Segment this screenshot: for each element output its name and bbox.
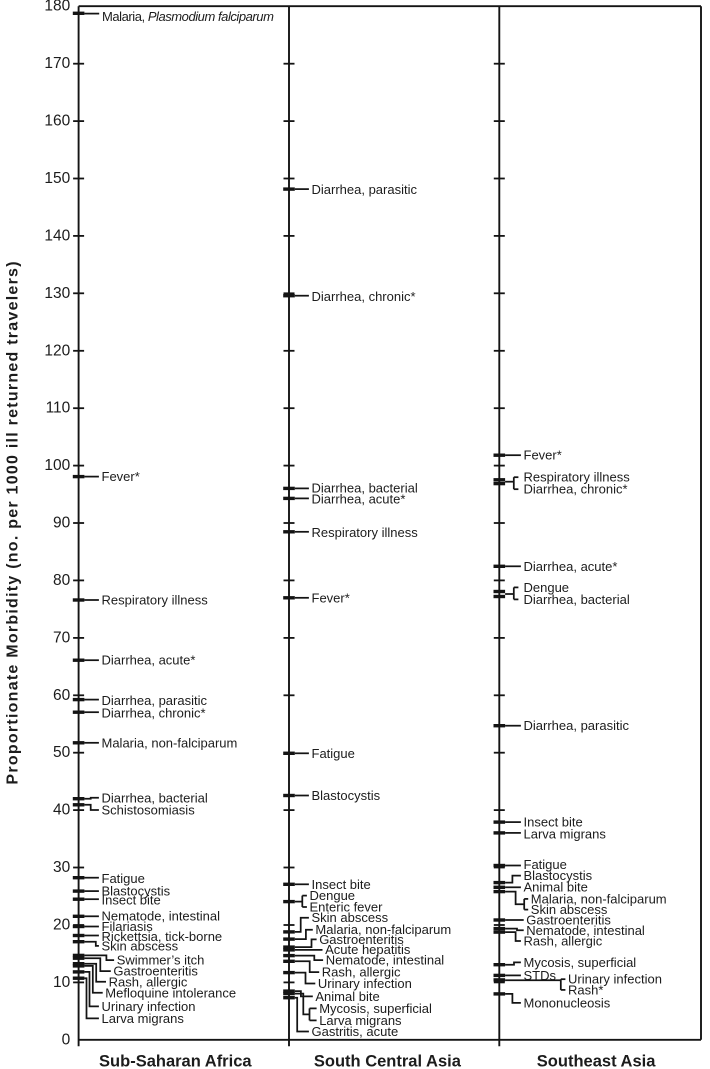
svg-text:Rash*: Rash* bbox=[568, 982, 603, 997]
svg-text:10: 10 bbox=[53, 974, 71, 991]
svg-text:Diarrhea, bacterial: Diarrhea, bacterial bbox=[102, 790, 208, 805]
svg-text:30: 30 bbox=[53, 859, 71, 876]
svg-text:Malaria, Plasmodium falciparum: Malaria, Plasmodium falciparum bbox=[102, 8, 274, 23]
svg-text:90: 90 bbox=[53, 515, 71, 532]
svg-text:Gastroenteritis: Gastroenteritis bbox=[113, 964, 198, 979]
svg-text:Schistosomiasis: Schistosomiasis bbox=[102, 803, 196, 818]
svg-text:Gastritis, acute: Gastritis, acute bbox=[312, 1024, 399, 1039]
svg-text:160: 160 bbox=[44, 113, 70, 130]
svg-text:Mycosis, superficial: Mycosis, superficial bbox=[319, 1001, 432, 1016]
svg-text:Proportionate Morbidity (no. p: Proportionate Morbidity (no. per 1000 il… bbox=[4, 260, 21, 784]
svg-text:Diarrhea, chronic*: Diarrhea, chronic* bbox=[102, 705, 206, 720]
svg-text:110: 110 bbox=[46, 400, 71, 417]
svg-text:Blastocystis: Blastocystis bbox=[102, 884, 171, 899]
svg-text:Sub-Saharan Africa: Sub-Saharan Africa bbox=[99, 1053, 252, 1069]
svg-text:Diarrhea, parasitic: Diarrhea, parasitic bbox=[524, 718, 630, 733]
svg-text:Rickettsia, tick-borne: Rickettsia, tick-borne bbox=[102, 929, 223, 944]
svg-text:STDs: STDs bbox=[524, 968, 557, 983]
svg-text:Fatigue: Fatigue bbox=[524, 857, 567, 872]
svg-text:Urinary infection: Urinary infection bbox=[318, 976, 412, 991]
svg-text:100: 100 bbox=[44, 457, 70, 474]
svg-text:70: 70 bbox=[53, 629, 71, 646]
svg-text:0: 0 bbox=[62, 1031, 71, 1048]
svg-text:Insect bite: Insect bite bbox=[102, 893, 161, 908]
svg-text:50: 50 bbox=[53, 744, 71, 761]
svg-text:Diarrhea, acute*: Diarrhea, acute* bbox=[102, 653, 196, 668]
svg-text:Malaria, non-falciparum: Malaria, non-falciparum bbox=[102, 735, 238, 750]
svg-text:Nematode, intestinal: Nematode, intestinal bbox=[326, 953, 445, 968]
svg-text:Blastocystis: Blastocystis bbox=[312, 788, 381, 803]
svg-text:Larva migrans: Larva migrans bbox=[319, 1013, 402, 1028]
svg-text:Diarrhea, parasitic: Diarrhea, parasitic bbox=[312, 182, 418, 197]
svg-text:Skin abscess: Skin abscess bbox=[102, 938, 179, 953]
svg-text:Rash, allergic: Rash, allergic bbox=[524, 934, 603, 949]
svg-text:Blastocystis: Blastocystis bbox=[524, 868, 593, 883]
svg-text:Malaria, non-falciparum: Malaria, non-falciparum bbox=[315, 922, 451, 937]
svg-text:Diarrhea, chronic*: Diarrhea, chronic* bbox=[312, 289, 416, 304]
svg-text:Fever*: Fever* bbox=[312, 590, 350, 605]
svg-text:Diarrhea, bacterial: Diarrhea, bacterial bbox=[312, 480, 418, 495]
svg-text:Dengue: Dengue bbox=[310, 888, 356, 903]
svg-text:Rash, allergic: Rash, allergic bbox=[322, 965, 401, 980]
svg-text:Diarrhea, acute*: Diarrhea, acute* bbox=[312, 492, 406, 507]
svg-text:20: 20 bbox=[53, 917, 71, 934]
svg-text:Acute hepatitis: Acute hepatitis bbox=[325, 942, 411, 957]
svg-text:Dengue: Dengue bbox=[524, 580, 570, 595]
svg-text:Larva migrans: Larva migrans bbox=[524, 826, 607, 841]
svg-text:Nematode, intestinal: Nematode, intestinal bbox=[526, 923, 645, 938]
svg-text:120: 120 bbox=[44, 342, 70, 359]
svg-text:Gastroenteritis: Gastroenteritis bbox=[526, 912, 611, 927]
svg-text:Respiratory illness: Respiratory illness bbox=[102, 593, 209, 608]
svg-text:South Central Asia: South Central Asia bbox=[314, 1053, 462, 1069]
svg-text:Diarrhea, acute*: Diarrhea, acute* bbox=[524, 559, 618, 574]
svg-text:Skin abscess: Skin abscess bbox=[531, 902, 608, 917]
svg-text:Filariasis: Filariasis bbox=[102, 919, 154, 934]
svg-text:Mycosis, superficial: Mycosis, superficial bbox=[524, 955, 637, 970]
svg-text:Fever*: Fever* bbox=[102, 469, 140, 484]
svg-text:Gastroenteritis: Gastroenteritis bbox=[319, 932, 404, 947]
svg-text:Fever*: Fever* bbox=[524, 448, 562, 463]
svg-text:60: 60 bbox=[53, 687, 71, 704]
svg-text:170: 170 bbox=[44, 55, 70, 72]
svg-text:140: 140 bbox=[44, 227, 70, 244]
svg-text:Skin abscess: Skin abscess bbox=[312, 910, 389, 925]
svg-text:40: 40 bbox=[53, 802, 71, 819]
svg-text:Rash, allergic: Rash, allergic bbox=[109, 974, 188, 989]
svg-text:Urinary infection: Urinary infection bbox=[102, 999, 196, 1014]
svg-text:Enteric fever: Enteric fever bbox=[310, 900, 384, 915]
svg-text:Swimmer’s itch: Swimmer’s itch bbox=[117, 953, 205, 968]
svg-text:Southeast Asia: Southeast Asia bbox=[537, 1053, 656, 1069]
svg-text:Diarrhea, bacterial: Diarrhea, bacterial bbox=[524, 592, 630, 607]
svg-text:Respiratory illness: Respiratory illness bbox=[524, 470, 631, 485]
svg-text:Insect bite: Insect bite bbox=[524, 815, 583, 830]
svg-text:Diarrhea, chronic*: Diarrhea, chronic* bbox=[524, 482, 628, 497]
svg-text:Malaria, non-falciparum: Malaria, non-falciparum bbox=[531, 891, 667, 906]
svg-text:Mononucleosis: Mononucleosis bbox=[524, 995, 611, 1010]
svg-text:Fatigue: Fatigue bbox=[102, 871, 145, 886]
svg-text:Mefloquine intolerance: Mefloquine intolerance bbox=[105, 985, 236, 1000]
svg-text:Nematode, intestinal: Nematode, intestinal bbox=[102, 908, 221, 923]
svg-text:180: 180 bbox=[44, 0, 70, 15]
svg-text:80: 80 bbox=[53, 572, 71, 589]
svg-text:Respiratory illness: Respiratory illness bbox=[312, 525, 419, 540]
svg-text:150: 150 bbox=[44, 170, 70, 187]
svg-text:Insect bite: Insect bite bbox=[312, 877, 371, 892]
svg-text:Urinary infection: Urinary infection bbox=[568, 972, 662, 987]
svg-text:Animal bite: Animal bite bbox=[524, 879, 588, 894]
svg-text:Fatigue: Fatigue bbox=[312, 746, 355, 761]
svg-text:130: 130 bbox=[44, 285, 70, 302]
svg-text:Animal bite: Animal bite bbox=[315, 989, 379, 1004]
svg-text:Diarrhea, parasitic: Diarrhea, parasitic bbox=[102, 693, 208, 708]
svg-text:Larva migrans: Larva migrans bbox=[102, 1011, 185, 1026]
